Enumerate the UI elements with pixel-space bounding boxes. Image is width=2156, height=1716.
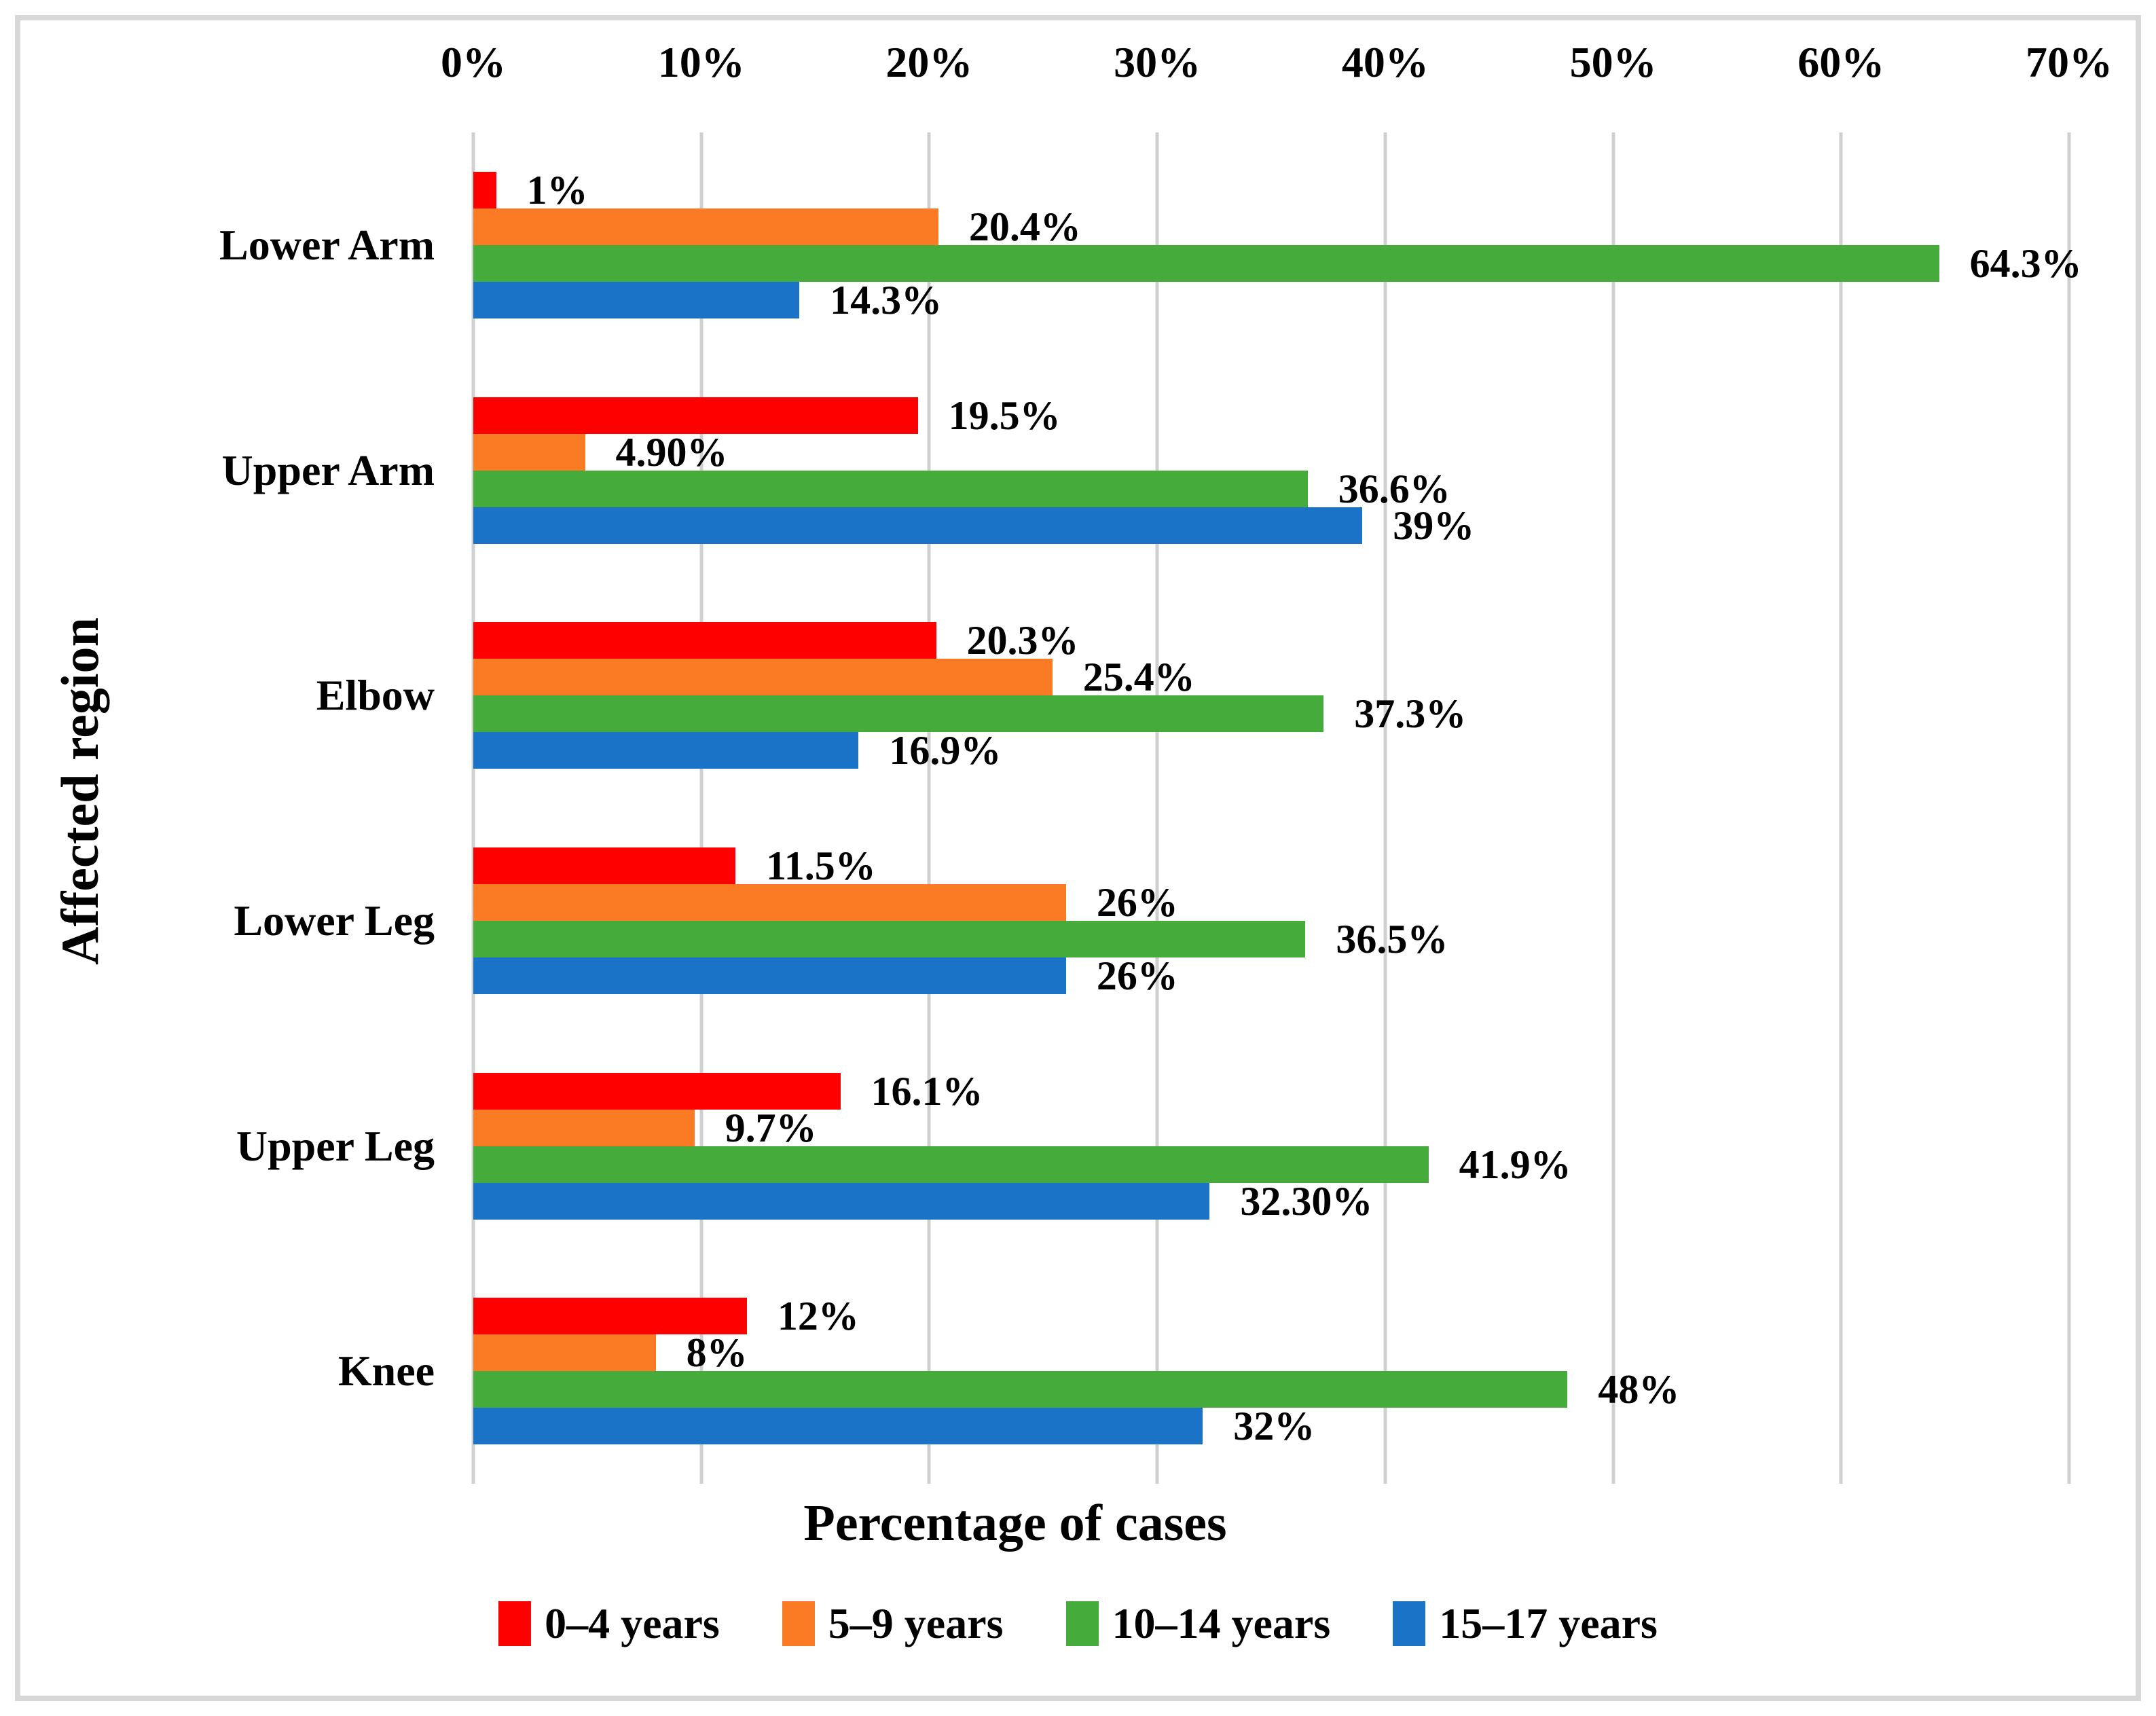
gridline-20% bbox=[927, 132, 931, 1484]
bar-5–9 years bbox=[473, 433, 585, 471]
bar-value-label: 26% bbox=[1096, 953, 1178, 998]
bar-0–4 years bbox=[473, 171, 496, 208]
bar-value-label: 32.30% bbox=[1240, 1178, 1373, 1224]
bar-value-label: 64.3% bbox=[1969, 240, 2082, 286]
gridline-10% bbox=[699, 132, 704, 1484]
chart-border bbox=[15, 15, 2141, 1701]
bar-value-label: 1% bbox=[526, 167, 588, 213]
bar-10–14 years bbox=[473, 1371, 1568, 1408]
gridline-50% bbox=[1611, 132, 1615, 1484]
bar-15–17 years bbox=[473, 507, 1363, 544]
bar-value-label: 32% bbox=[1233, 1404, 1315, 1449]
bar-5–9 years bbox=[473, 659, 1053, 696]
bar-value-label: 39% bbox=[1393, 503, 1475, 548]
bar-0–4 years bbox=[473, 1298, 747, 1335]
bar-value-label: 48% bbox=[1598, 1367, 1680, 1412]
bar-value-label: 41.9% bbox=[1459, 1142, 1571, 1187]
bar-value-label: 11.5% bbox=[766, 843, 876, 888]
legend-label: 10–14 years bbox=[1112, 1599, 1331, 1647]
bar-value-label: 20.4% bbox=[968, 204, 1081, 249]
legend-item: 10–14 years bbox=[1065, 1599, 1331, 1647]
bar-10–14 years bbox=[473, 244, 1939, 282]
bar-0–4 years bbox=[473, 1072, 841, 1110]
x-tick-label: 20% bbox=[885, 38, 973, 86]
bar-value-label: 25.4% bbox=[1082, 655, 1195, 700]
bar-value-label: 36.5% bbox=[1336, 916, 1448, 962]
legend-item: 15–17 years bbox=[1393, 1601, 1658, 1646]
bar-10–14 years bbox=[473, 470, 1308, 507]
x-tick-label: 30% bbox=[1114, 38, 1201, 86]
bar-5–9 years bbox=[473, 208, 938, 245]
x-tick-label: 40% bbox=[1341, 38, 1429, 86]
bar-0–4 years bbox=[473, 847, 736, 884]
bar-5–9 years bbox=[473, 1334, 656, 1372]
gridline-70% bbox=[2067, 132, 2071, 1484]
bar-value-label: 4.90% bbox=[615, 429, 728, 475]
bar-10–14 years bbox=[473, 920, 1306, 957]
bar-5–9 years bbox=[473, 1109, 695, 1146]
bar-10–14 years bbox=[473, 695, 1324, 733]
legend-swatch bbox=[1065, 1601, 1099, 1646]
legend-swatch bbox=[1393, 1601, 1426, 1646]
bar-value-label: 9.7% bbox=[725, 1105, 817, 1150]
bar-value-label: 16.1% bbox=[871, 1068, 983, 1114]
bar-value-label: 36.6% bbox=[1338, 466, 1450, 511]
bar-15–17 years bbox=[473, 281, 800, 318]
gridline-0% bbox=[471, 132, 475, 1484]
legend-label: 0–4 years bbox=[545, 1599, 720, 1647]
bar-5–9 years bbox=[473, 883, 1066, 921]
bar-value-label: 19.5% bbox=[948, 393, 1061, 438]
bar-15–17 years bbox=[473, 1182, 1210, 1220]
gridline-40% bbox=[1383, 132, 1387, 1484]
bar-value-label: 37.3% bbox=[1354, 691, 1467, 737]
legend-item: 5–9 years bbox=[782, 1601, 1004, 1646]
legend-item: 0–4 years bbox=[498, 1601, 720, 1646]
bar-value-label: 16.9% bbox=[889, 728, 1002, 773]
bar-value-label: 14.3% bbox=[830, 277, 943, 323]
x-tick-label: 70% bbox=[2026, 38, 2113, 86]
bar-value-label: 12% bbox=[777, 1294, 859, 1339]
gridline-30% bbox=[1155, 132, 1159, 1484]
bar-value-label: 20.3% bbox=[966, 618, 1079, 663]
bar-15–17 years bbox=[473, 1408, 1203, 1445]
bar-10–14 years bbox=[473, 1146, 1429, 1183]
x-tick-label: 50% bbox=[1569, 38, 1657, 86]
gridline-60% bbox=[1839, 132, 1843, 1484]
legend-label: 5–9 years bbox=[828, 1599, 1004, 1647]
category-label: Lower Arm bbox=[219, 220, 435, 269]
category-label: Upper Arm bbox=[221, 445, 435, 494]
x-tick-label: 0% bbox=[441, 38, 506, 86]
bar-15–17 years bbox=[473, 957, 1066, 994]
bar-15–17 years bbox=[473, 732, 859, 769]
legend-swatch bbox=[498, 1601, 532, 1646]
bar-value-label: 26% bbox=[1096, 879, 1178, 925]
x-tick-label: 60% bbox=[1797, 38, 1885, 86]
x-tick-label: 10% bbox=[657, 38, 745, 86]
category-label: Lower Leg bbox=[234, 896, 435, 945]
category-label: Knee bbox=[337, 1347, 435, 1395]
bar-value-label: 8% bbox=[686, 1330, 748, 1376]
bar-0–4 years bbox=[473, 622, 936, 659]
legend: 0–4 years 5–9 years 10–14 years 15–17 years bbox=[0, 1601, 2156, 1646]
x-axis-title: Percentage of cases bbox=[803, 1495, 1227, 1552]
y-axis-title: Affected region bbox=[50, 617, 109, 965]
bar-0–4 years bbox=[473, 397, 918, 434]
legend-swatch bbox=[782, 1601, 815, 1646]
category-label: Upper Leg bbox=[236, 1121, 435, 1170]
legend-label: 15–17 years bbox=[1439, 1599, 1658, 1647]
category-label: Elbow bbox=[316, 671, 435, 720]
